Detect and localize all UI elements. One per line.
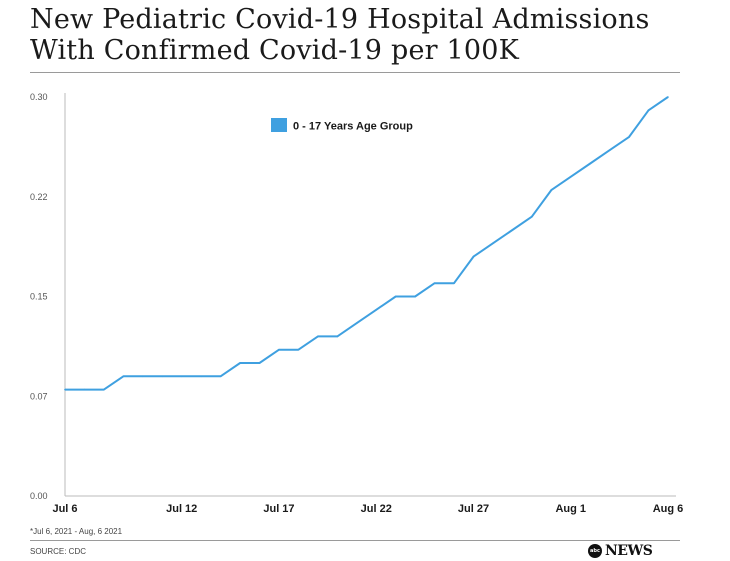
- y-tick-label: 0.07: [30, 391, 48, 401]
- data-point: [297, 348, 300, 351]
- data-point: [180, 375, 183, 378]
- y-tick-label: 0.30: [30, 92, 48, 102]
- data-point: [239, 362, 241, 364]
- y-tick-label: 0.15: [30, 292, 48, 302]
- x-tick-label: Aug 1: [555, 503, 586, 515]
- data-point: [492, 242, 494, 245]
- source-note: SOURCE: CDC: [30, 547, 87, 556]
- data-point: [355, 322, 358, 324]
- data-point: [83, 388, 86, 391]
- legend-swatch: [271, 118, 287, 132]
- data-point: [394, 295, 397, 298]
- data-point: [589, 162, 591, 165]
- data-point: [531, 215, 533, 218]
- footer-divider: [30, 540, 680, 541]
- y-tick-label: 0.22: [30, 192, 48, 202]
- data-point: [453, 282, 455, 285]
- chart-title-line-1: New Pediatric Covid-19 Hospital Admissio…: [30, 4, 650, 35]
- date-range-footnote: *Jul 6, 2021 - Aug, 6 2021: [30, 527, 123, 536]
- x-tick-label: Aug 6: [653, 503, 684, 515]
- x-tick-label: Jul 17: [263, 503, 294, 515]
- legend-label: 0 - 17 Years Age Group: [293, 121, 413, 133]
- data-point: [472, 255, 475, 258]
- data-point: [569, 176, 572, 178]
- data-point: [64, 388, 66, 391]
- series-line: [65, 96, 669, 391]
- data-point: [161, 375, 164, 378]
- data-point: [258, 362, 261, 364]
- data-point: [628, 136, 630, 138]
- data-point: [511, 229, 514, 231]
- data-point: [219, 375, 222, 378]
- legend: 0 - 17 Years Age Group: [271, 118, 413, 133]
- x-axis: Jul 6 Jul 12 Jul 17 Jul 22 Jul 27 Aug 1 Aug 6: [52, 503, 683, 515]
- axis-lines: [64, 93, 676, 497]
- data-point: [278, 348, 280, 351]
- y-tick-label: 0.00: [30, 491, 48, 501]
- x-tick-label: Jul 12: [166, 503, 197, 515]
- x-tick-label: Jul 22: [361, 503, 392, 515]
- chart-title-line-2: With Confirmed Covid-19 per 100K: [30, 35, 520, 66]
- data-point: [103, 388, 105, 391]
- data-point: [375, 309, 378, 311]
- y-axis: 0.00 0.07 0.15 0.22 0.30: [30, 92, 48, 501]
- data-point: [550, 189, 553, 191]
- x-tick-label: Jul 27: [458, 503, 489, 515]
- x-tick-label: Jul 6: [52, 503, 77, 515]
- data-point: [414, 295, 416, 298]
- news-wordmark: NEWS: [605, 543, 653, 559]
- data-point: [667, 96, 669, 98]
- series-layer: [64, 96, 669, 391]
- data-point: [200, 375, 202, 378]
- data-point: [142, 375, 144, 378]
- data-point: [317, 335, 319, 338]
- abc-logo-icon: abc: [588, 544, 602, 558]
- data-point: [433, 282, 436, 285]
- data-point: [336, 335, 339, 338]
- abc-news-logo: abc NEWS: [588, 542, 653, 560]
- title-divider: [30, 72, 680, 73]
- data-point: [608, 149, 611, 151]
- data-point: [647, 109, 650, 112]
- chart-title: New Pediatric Covid-19 Hospital Admissio…: [30, 4, 700, 66]
- data-point: [122, 375, 125, 378]
